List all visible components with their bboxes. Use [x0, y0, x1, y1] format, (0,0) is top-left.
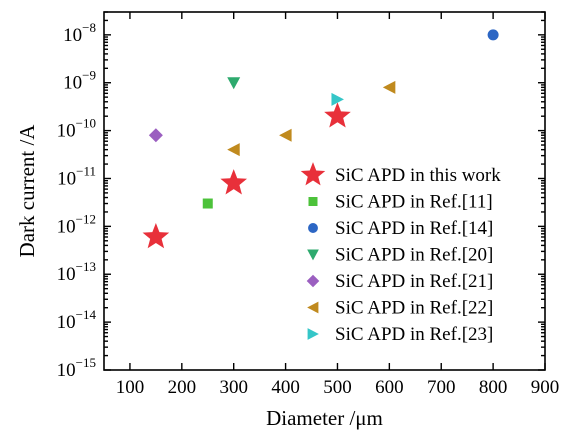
- y-axis-label: Dark current /A: [15, 124, 39, 258]
- y-tick-label: 10−14: [57, 307, 97, 333]
- legend-entry-label: SiC APD in Ref.[11]: [335, 192, 493, 213]
- legend-entry-label: SiC APD in Ref.[21]: [335, 271, 493, 292]
- y-tick-label: 10−8: [63, 20, 96, 46]
- legend-marker: [307, 328, 319, 340]
- legend-marker: [308, 223, 318, 233]
- y-axis-ticks: 10−15 10−14 10−13 10−12 10−11 10−10 10−9 10−8: [57, 11, 545, 381]
- x-tick-label: 800: [479, 377, 508, 398]
- legend-entry-label: SiC APD in Ref.[22]: [335, 298, 493, 319]
- data-point-series-4: [148, 128, 163, 143]
- legend-marker: [306, 274, 320, 288]
- legend-marker: [307, 249, 319, 261]
- data-point-series-5: [227, 143, 240, 157]
- x-tick-label: 700: [427, 377, 456, 398]
- x-axis-label: Diameter /μm: [266, 406, 383, 430]
- y-tick-label: 10−10: [57, 116, 96, 142]
- legend-marker: [307, 301, 319, 314]
- plot-frame: [103, 11, 546, 371]
- y-tick-label: 10−15: [57, 355, 96, 381]
- axes: [103, 11, 546, 371]
- data-point-series-0: [324, 102, 351, 128]
- x-tick-label: 400: [271, 377, 300, 398]
- legend: SiC APD in this work SiC APD in Ref.[11] S…: [300, 162, 501, 345]
- legend-marker: [300, 162, 326, 186]
- data-points: [142, 29, 499, 249]
- x-tick-label: 900: [531, 377, 560, 398]
- x-tick-label: 600: [375, 377, 404, 398]
- legend-entry-label: SiC APD in this work: [335, 165, 501, 186]
- x-tick-label: 300: [219, 377, 248, 398]
- x-axis-ticks: 100 200 300 400 500 600 700 800 900: [116, 12, 560, 398]
- legend-entry-label: SiC APD in Ref.[20]: [335, 245, 493, 266]
- legend-marker: [308, 197, 318, 206]
- data-point-series-6: [331, 92, 344, 106]
- y-tick-label: 10−12: [57, 211, 96, 237]
- legend-entry-label: SiC APD in Ref.[23]: [335, 324, 493, 345]
- x-tick-label: 200: [168, 377, 197, 398]
- y-tick-label: 10−11: [57, 163, 96, 189]
- x-tick-label: 500: [323, 377, 352, 398]
- y-tick-label: 10−9: [63, 68, 96, 94]
- data-point-series-0: [142, 222, 170, 249]
- y-tick-label: 10−13: [57, 259, 96, 285]
- data-point-series-5: [279, 128, 292, 142]
- x-tick-label: 100: [116, 377, 145, 398]
- data-point-series-1: [202, 198, 213, 209]
- data-point-series-2: [487, 29, 499, 41]
- legend-entry-label: SiC APD in Ref.[14]: [335, 218, 493, 239]
- data-point-series-5: [382, 80, 396, 94]
- data-point-series-3: [227, 77, 241, 90]
- data-point-series-0: [220, 169, 248, 195]
